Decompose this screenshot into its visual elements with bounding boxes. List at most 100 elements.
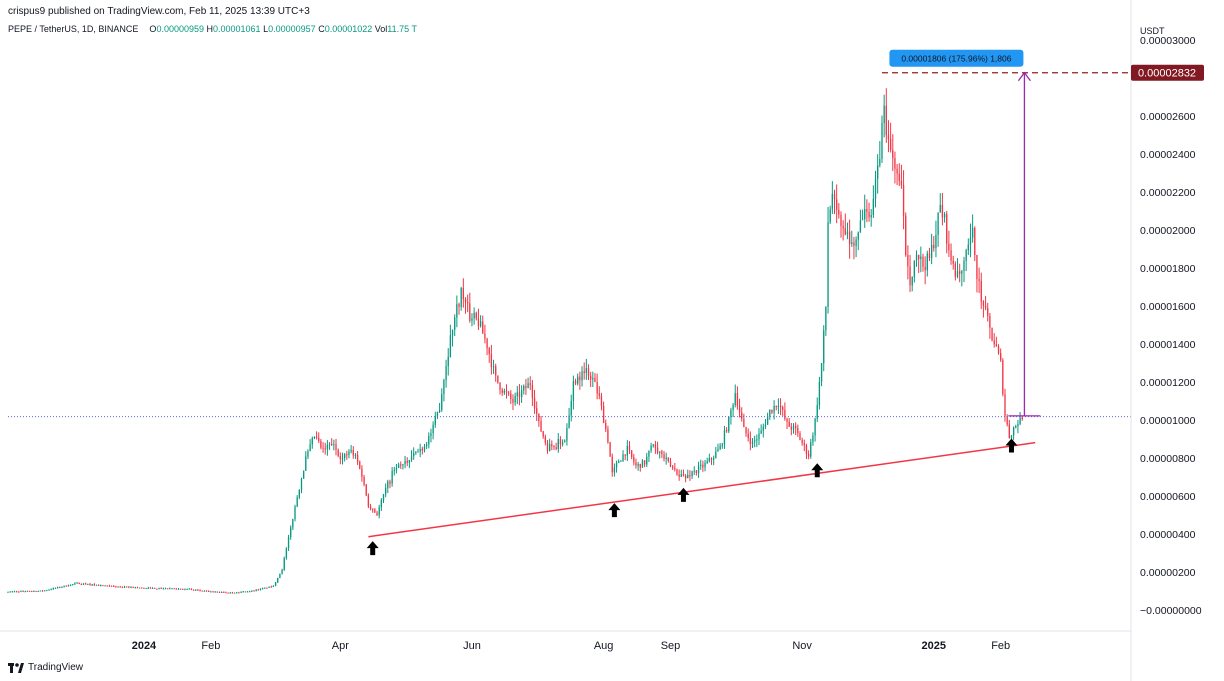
- candle[interactable]: [374, 508, 376, 514]
- candle[interactable]: [909, 254, 911, 293]
- candle[interactable]: [417, 448, 419, 453]
- candle[interactable]: [369, 503, 372, 511]
- candle[interactable]: [652, 443, 654, 448]
- candle[interactable]: [171, 588, 173, 590]
- candle[interactable]: [868, 202, 870, 222]
- candle[interactable]: [78, 582, 80, 585]
- candle[interactable]: [311, 436, 313, 449]
- candle[interactable]: [814, 417, 816, 442]
- candle[interactable]: [244, 591, 247, 593]
- candle[interactable]: [451, 329, 454, 347]
- candle[interactable]: [456, 295, 458, 328]
- candle[interactable]: [907, 245, 909, 280]
- candle[interactable]: [611, 453, 613, 477]
- candle[interactable]: [61, 586, 63, 589]
- candle[interactable]: [365, 483, 367, 497]
- candle[interactable]: [91, 584, 93, 587]
- candle[interactable]: [725, 427, 728, 433]
- candle[interactable]: [564, 439, 566, 443]
- candle[interactable]: [1012, 426, 1015, 440]
- candle[interactable]: [997, 344, 1000, 355]
- candle[interactable]: [965, 248, 967, 272]
- candle[interactable]: [848, 219, 851, 259]
- candle[interactable]: [82, 583, 85, 586]
- candle[interactable]: [13, 590, 16, 593]
- candle[interactable]: [28, 590, 31, 592]
- candle[interactable]: [695, 469, 698, 476]
- candle[interactable]: [613, 463, 616, 477]
- candle[interactable]: [585, 358, 588, 380]
- candle[interactable]: [356, 451, 359, 466]
- candle[interactable]: [475, 311, 477, 321]
- candle[interactable]: [436, 411, 439, 419]
- candle[interactable]: [264, 587, 266, 589]
- candle[interactable]: [872, 185, 875, 219]
- tradingview-brand[interactable]: TradingView: [8, 662, 83, 673]
- candle[interactable]: [641, 459, 644, 468]
- candle[interactable]: [261, 587, 264, 590]
- candle[interactable]: [792, 423, 795, 434]
- candle[interactable]: [331, 438, 333, 447]
- candle[interactable]: [851, 230, 853, 247]
- candle[interactable]: [205, 590, 208, 592]
- candle[interactable]: [538, 413, 540, 427]
- candle[interactable]: [762, 423, 764, 438]
- candle[interactable]: [495, 363, 497, 382]
- candle[interactable]: [134, 586, 136, 589]
- candle[interactable]: [920, 246, 922, 273]
- up-arrow-icon[interactable]: [677, 487, 690, 502]
- candle[interactable]: [870, 209, 872, 227]
- candle[interactable]: [790, 423, 793, 436]
- candle[interactable]: [298, 489, 300, 500]
- candle[interactable]: [223, 591, 225, 593]
- candle[interactable]: [419, 443, 421, 458]
- candle[interactable]: [18, 591, 20, 593]
- candle[interactable]: [290, 525, 292, 540]
- candle[interactable]: [188, 588, 190, 590]
- candle[interactable]: [318, 432, 320, 444]
- candle[interactable]: [488, 346, 490, 363]
- candle[interactable]: [272, 585, 275, 588]
- candle[interactable]: [855, 236, 857, 258]
- candle[interactable]: [434, 411, 436, 428]
- candle[interactable]: [609, 441, 611, 457]
- candle[interactable]: [169, 587, 171, 590]
- candle[interactable]: [799, 431, 801, 441]
- candle[interactable]: [85, 582, 87, 585]
- candle[interactable]: [121, 586, 124, 589]
- candle[interactable]: [607, 425, 609, 444]
- candle[interactable]: [402, 463, 404, 470]
- candle[interactable]: [715, 446, 717, 459]
- candle[interactable]: [536, 401, 538, 422]
- candle[interactable]: [48, 589, 50, 591]
- candle[interactable]: [531, 380, 534, 406]
- candle[interactable]: [128, 586, 130, 589]
- candle[interactable]: [766, 412, 769, 425]
- candle[interactable]: [546, 440, 549, 454]
- candle[interactable]: [164, 587, 167, 590]
- candle[interactable]: [527, 377, 529, 389]
- candle[interactable]: [557, 433, 559, 453]
- candle[interactable]: [346, 450, 348, 460]
- candle[interactable]: [950, 243, 952, 265]
- candle[interactable]: [991, 327, 993, 342]
- candle[interactable]: [292, 518, 294, 531]
- candle[interactable]: [918, 254, 920, 273]
- candle[interactable]: [309, 439, 311, 452]
- candle[interactable]: [708, 453, 711, 463]
- candle[interactable]: [149, 586, 152, 589]
- candle[interactable]: [15, 590, 18, 593]
- candle[interactable]: [63, 585, 65, 588]
- candle[interactable]: [378, 504, 380, 519]
- candle[interactable]: [192, 589, 195, 591]
- candle[interactable]: [242, 590, 244, 593]
- candle[interactable]: [620, 460, 622, 462]
- candle[interactable]: [464, 297, 467, 314]
- candle[interactable]: [123, 585, 126, 589]
- candle[interactable]: [661, 449, 663, 459]
- candle[interactable]: [935, 220, 937, 258]
- candle[interactable]: [933, 235, 935, 252]
- candle[interactable]: [600, 392, 603, 411]
- candle[interactable]: [669, 457, 672, 468]
- candle[interactable]: [130, 586, 132, 589]
